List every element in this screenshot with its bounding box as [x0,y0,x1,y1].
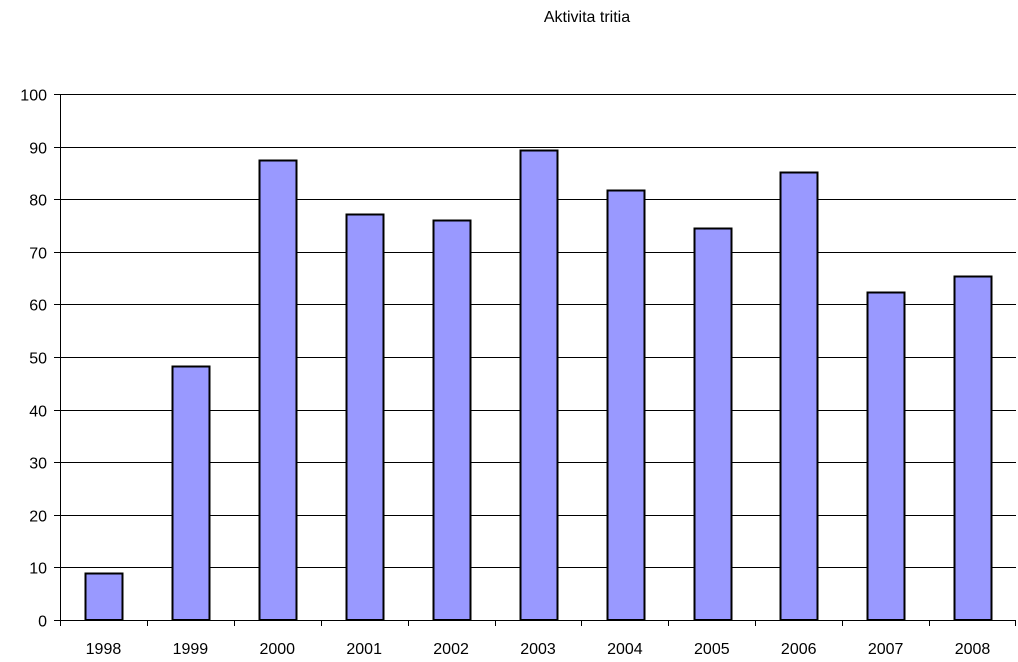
x-tick-label-1999: 1999 [173,641,209,658]
bar-2005 [693,227,733,621]
y-tick-label-40: 40 [29,404,47,421]
y-tick-labels: 0 10 20 30 40 50 60 70 80 90 100 [20,88,47,631]
x-tick-label-2002: 2002 [433,641,469,658]
x-tick-label-2003: 2003 [520,641,556,658]
y-tick-label-80: 80 [29,193,47,210]
bar-2001 [345,213,385,621]
y-tick-label-90: 90 [29,141,47,158]
x-tick-label-1998: 1998 [86,641,122,658]
y-tick-label-50: 50 [29,351,47,368]
bar-2003 [519,149,559,621]
bar-1999 [171,365,211,621]
bar-2008 [953,275,993,621]
x-tick-label-2006: 2006 [781,641,817,658]
bar-2004 [606,189,646,621]
y-tick-label-70: 70 [29,246,47,263]
y-tick-label-0: 0 [38,614,47,631]
y-tick-label-100: 100 [20,88,47,105]
x-tick-label-2008: 2008 [955,641,991,658]
bar-1998 [84,572,124,621]
bar-2000 [258,159,298,621]
bar-2007 [866,291,906,621]
axes [54,94,1016,626]
x-tick-label-2005: 2005 [694,641,730,658]
x-tick-label-2001: 2001 [346,641,382,658]
chart-title: Aktivita tritia [544,9,630,26]
bar-2002 [432,219,472,621]
x-tick-labels: 1998 1999 2000 2001 2002 2003 2004 2005 2006 2007… [86,641,991,658]
bar-2006 [779,171,819,621]
bars [84,149,993,621]
x-tick-label-2007: 2007 [868,641,904,658]
x-tick-label-2004: 2004 [607,641,643,658]
y-tick-label-10: 10 [29,561,47,578]
x-tick-label-2000: 2000 [259,641,295,658]
y-tick-label-20: 20 [29,509,47,526]
y-tick-label-30: 30 [29,456,47,473]
y-tick-label-60: 60 [29,298,47,315]
